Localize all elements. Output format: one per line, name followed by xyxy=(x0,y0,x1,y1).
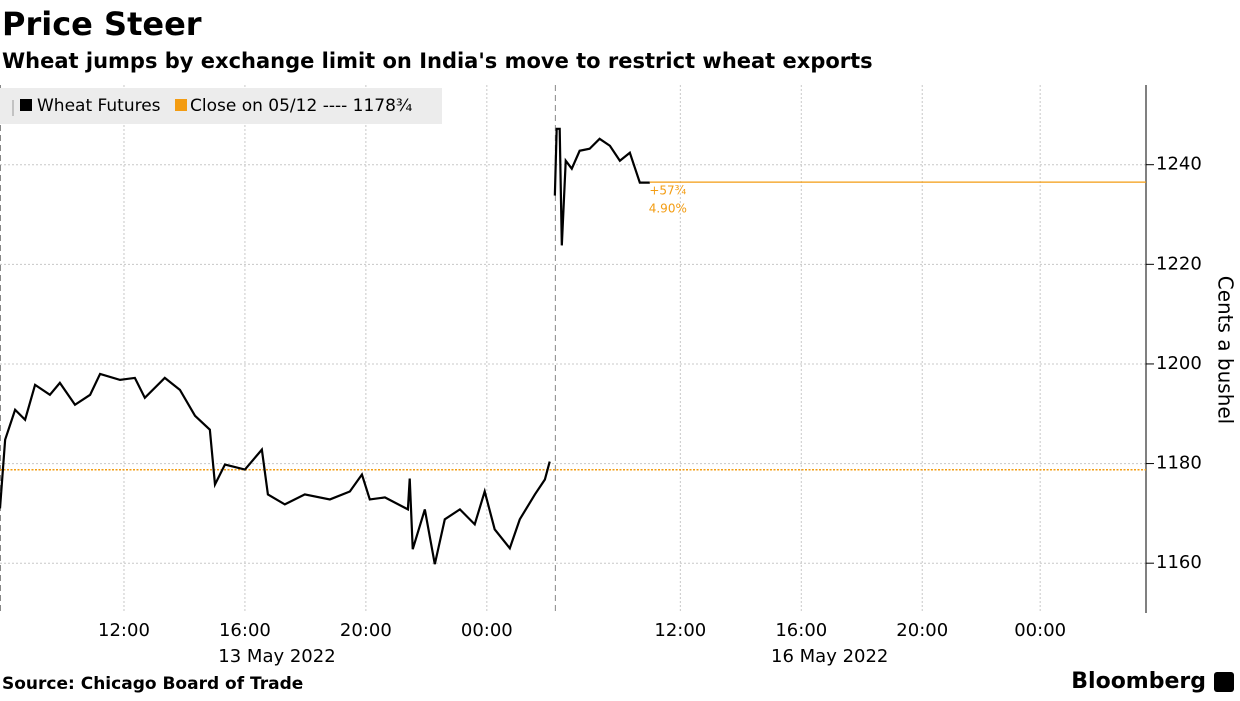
chart-title: Price Steer xyxy=(2,5,202,43)
date-label: 16 May 2022 xyxy=(771,646,888,667)
change-label: 4.90% xyxy=(649,202,687,216)
legend-label: Wheat Futures xyxy=(37,96,161,116)
x-tick-label: 12:00 xyxy=(98,620,150,641)
chart-subtitle: Wheat jumps by exchange limit on India's… xyxy=(2,49,873,73)
price-line xyxy=(0,127,650,565)
y-axis-label: Cents a bushel xyxy=(1214,276,1238,425)
x-tick-label: 20:00 xyxy=(896,620,948,641)
y-tick-label: 1240 xyxy=(1156,154,1202,175)
source: Source: Chicago Board of Trade xyxy=(2,674,303,694)
legend-box xyxy=(0,88,442,124)
y-tick-label: 1220 xyxy=(1156,253,1202,274)
legend-swatch xyxy=(175,99,187,111)
x-tick-label: 20:00 xyxy=(340,620,392,641)
y-tick-label: 1160 xyxy=(1156,552,1202,573)
x-tick-label: 16:00 xyxy=(219,620,271,641)
date-label: 13 May 2022 xyxy=(218,646,335,667)
x-tick-label: 00:00 xyxy=(1014,620,1066,641)
x-tick-label: 16:00 xyxy=(775,620,827,641)
x-tick-label: 00:00 xyxy=(461,620,513,641)
y-tick-label: 1180 xyxy=(1156,453,1202,474)
y-tick-label: 1200 xyxy=(1156,353,1202,374)
brand: Bloomberg xyxy=(1071,669,1206,694)
x-tick-label: 12:00 xyxy=(654,620,706,641)
legend-swatch xyxy=(20,99,32,111)
change-label: +57¾ xyxy=(649,184,686,198)
brand-icon xyxy=(1214,672,1234,692)
legend-label: Close on 05/12 ---- 1178¾ xyxy=(190,96,412,116)
